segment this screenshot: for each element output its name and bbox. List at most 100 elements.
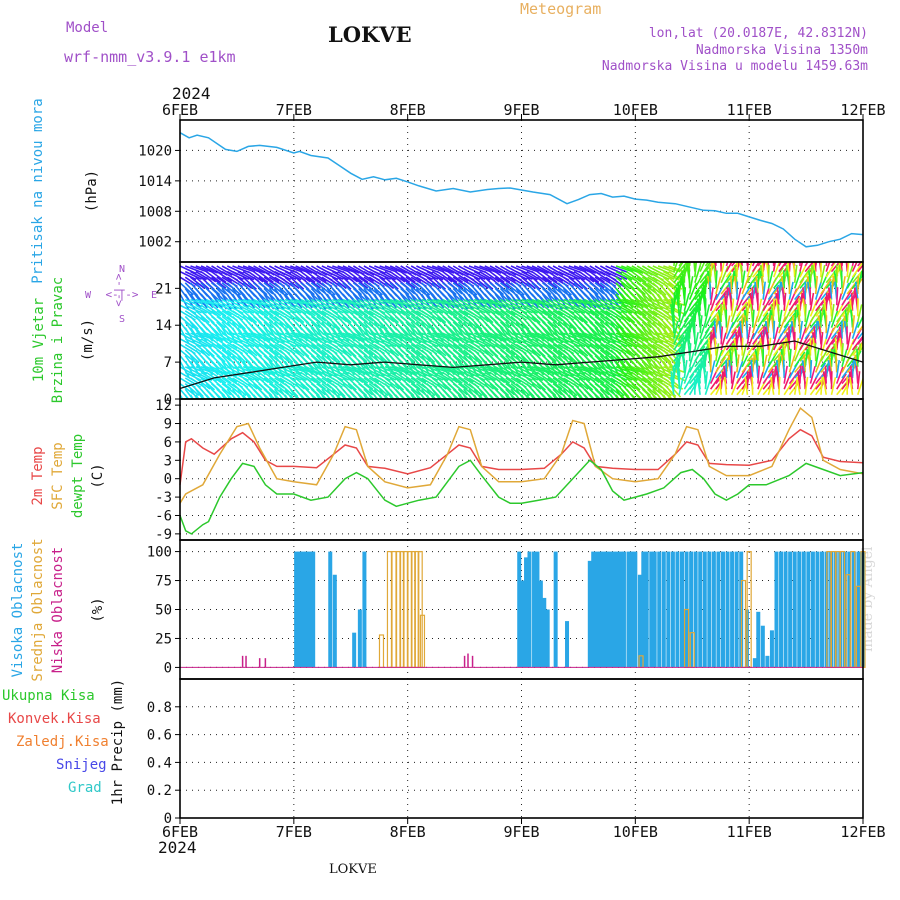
wind-barb <box>830 348 833 367</box>
wind-barb <box>331 343 348 356</box>
wind-barb <box>431 310 447 324</box>
wind-barb <box>200 327 214 342</box>
wind-barb <box>835 354 838 373</box>
wind-barb <box>242 265 261 273</box>
wind-barb <box>195 343 211 357</box>
wind-barb <box>740 264 743 283</box>
wind-barb <box>767 262 770 267</box>
wind-barb <box>704 377 712 396</box>
wind-barb <box>252 327 266 342</box>
y-tick-label: 3 <box>164 453 172 469</box>
wind-barb <box>820 376 824 395</box>
wind-barb <box>515 383 531 397</box>
wind-barb <box>547 371 563 384</box>
cloud-high-bar <box>637 574 642 668</box>
precip-legend-item: Konvek.Kisa <box>8 711 101 727</box>
wind-barb <box>652 382 668 396</box>
wind-barb <box>647 371 664 383</box>
wind-barb <box>835 293 843 312</box>
wind-barb <box>211 304 227 317</box>
wind-barb <box>620 310 636 324</box>
wind-barb <box>447 304 463 317</box>
wind-barb <box>783 262 789 267</box>
wind-barb <box>835 366 844 384</box>
wind-barb <box>189 394 194 399</box>
wind-barb <box>263 349 279 362</box>
wind-barb <box>216 371 232 384</box>
wind-barb <box>730 371 736 390</box>
wind-barb <box>841 282 850 300</box>
cloud-high-bar <box>565 621 570 668</box>
wind-barb <box>515 394 520 399</box>
wind-barb <box>594 304 611 316</box>
wind-barb <box>589 360 602 376</box>
wind-barb <box>767 350 779 368</box>
wind-barb <box>699 321 707 340</box>
wind-barb <box>247 394 253 399</box>
wind-barb <box>819 309 822 328</box>
wind-barb <box>707 337 712 356</box>
wind-barb <box>599 394 604 399</box>
wind-barb <box>294 394 300 399</box>
wind-barb <box>814 355 824 373</box>
wind-barb <box>798 315 801 334</box>
wind-barb <box>242 377 258 390</box>
cloud-high-bar <box>615 551 620 668</box>
wind-barb <box>673 321 679 339</box>
wind-barb <box>589 349 605 363</box>
cloud-high-bar <box>783 551 788 668</box>
wind-barb <box>463 270 481 281</box>
wind-barb <box>772 262 775 267</box>
wind-barb <box>358 315 374 328</box>
wind-barb <box>442 327 455 342</box>
wind-barb <box>195 265 213 273</box>
cloud-mid-bar <box>378 634 385 669</box>
wind-barb <box>573 394 579 399</box>
wind-barb <box>200 265 218 274</box>
y-tick-label: 1002 <box>138 235 172 251</box>
wind-barb <box>715 343 720 362</box>
wind-barb <box>415 349 431 363</box>
wind-barb <box>547 394 552 399</box>
wind-barb <box>274 282 289 296</box>
wind-barb <box>184 371 202 382</box>
wind-barb <box>384 343 400 357</box>
wind-barb <box>221 349 237 362</box>
wind-barb <box>715 356 727 373</box>
wind-barb <box>731 262 737 267</box>
wind-barb <box>818 326 822 345</box>
wind-barb <box>468 371 486 382</box>
wind-barb <box>725 287 729 306</box>
wind-barb <box>263 315 279 328</box>
wind-barb <box>568 276 584 290</box>
wind-barb <box>778 376 781 395</box>
wind-barb <box>547 270 564 282</box>
wind-barb <box>820 265 826 283</box>
wind-barb <box>405 349 421 362</box>
wind-barb <box>776 287 780 306</box>
wind-barb <box>547 310 564 322</box>
wind-barb <box>295 270 311 283</box>
wind-barb <box>321 304 339 315</box>
wind-barb <box>615 265 634 273</box>
wind-barb <box>463 265 481 275</box>
wind-barb <box>846 332 852 351</box>
wind-barb <box>410 394 415 399</box>
wind-barb <box>252 394 259 399</box>
wind-barb <box>778 309 783 328</box>
wind-barb <box>358 343 374 356</box>
wind-barb <box>190 304 208 314</box>
wind-barb <box>526 388 535 399</box>
cloud-high-bar <box>527 551 532 668</box>
wind-barb <box>300 304 316 317</box>
wind-barb <box>708 281 712 300</box>
wind-barb <box>809 365 816 384</box>
wind-barb <box>321 265 339 275</box>
wind-barb <box>829 298 833 317</box>
wind-barb <box>594 343 611 356</box>
wind-barb <box>830 377 837 395</box>
wind-barb <box>253 270 269 284</box>
wind-label-2: Brzina i Pravac <box>50 277 66 403</box>
wind-barb <box>368 304 386 315</box>
cloud-high-bar <box>779 551 784 668</box>
